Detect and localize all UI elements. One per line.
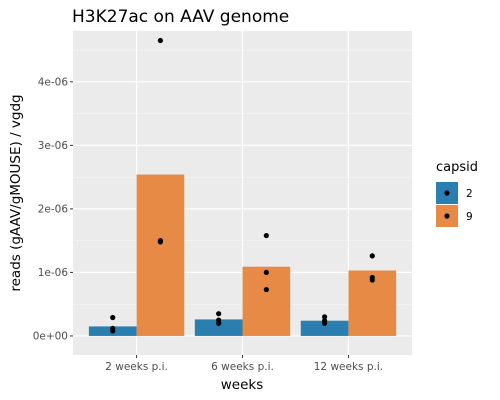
data-point	[158, 238, 163, 243]
x-axis-title: weeks	[221, 377, 264, 393]
legend-label: 9	[466, 211, 473, 223]
data-point	[322, 314, 327, 319]
x-axis: 2 weeks p.i. 6 weeks p.i. 12 weeks p.i.	[105, 355, 383, 373]
x-tick-label: 12 weeks p.i.	[314, 361, 383, 373]
y-tick-label: 0e+00	[33, 330, 68, 342]
x-tick-label: 6 weeks p.i.	[211, 361, 274, 373]
legend-key-point	[444, 213, 449, 218]
y-axis-title: reads (gAAV/gMOUSE) / vgdg	[8, 94, 24, 291]
data-point	[110, 326, 115, 331]
y-tick-label: 2e-06	[38, 203, 69, 215]
legend-label: 2	[466, 188, 473, 200]
legend-key-point	[444, 190, 449, 195]
data-point	[216, 311, 221, 316]
legend: capsid 2 9	[436, 160, 478, 227]
y-tick-label: 4e-06	[38, 76, 69, 88]
data-point	[264, 233, 269, 238]
x-tick-label: 2 weeks p.i.	[105, 361, 168, 373]
bar	[137, 175, 185, 336]
data-point	[264, 287, 269, 292]
data-point	[370, 275, 375, 280]
bar	[243, 267, 291, 336]
chart-title: H3K27ac on AAV genome	[72, 7, 289, 27]
data-point	[216, 317, 221, 322]
data-point	[110, 315, 115, 320]
data-point	[264, 270, 269, 275]
y-axis: 0e+00 1e-06 2e-06 3e-06 4e-06	[33, 76, 73, 342]
data-point	[158, 38, 163, 43]
y-tick-label: 3e-06	[38, 140, 69, 152]
data-point	[370, 253, 375, 258]
legend-title: capsid	[436, 160, 478, 175]
y-tick-label: 1e-06	[38, 267, 69, 279]
